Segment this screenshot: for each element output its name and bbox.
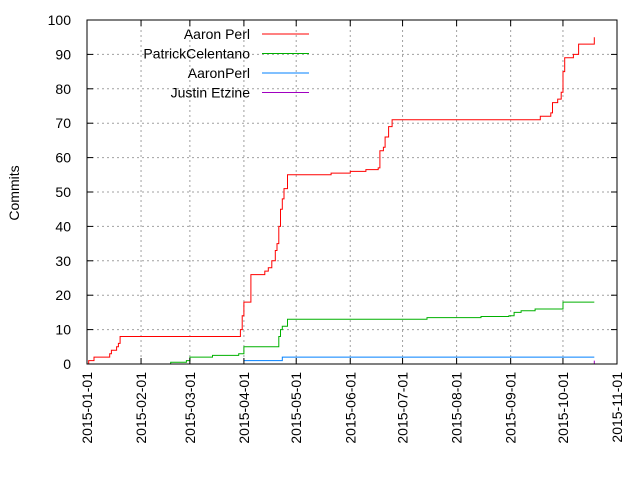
axis-layer — [86, 19, 618, 365]
y-tick-label: 30 — [55, 253, 71, 269]
grid-layer — [87, 20, 617, 364]
series-layer — [87, 37, 595, 365]
x-tick-label: 2015-05-01 — [288, 372, 304, 444]
legend-label: Aaron Perl — [184, 26, 250, 42]
x-tick-label: 2015-06-01 — [342, 372, 358, 444]
x-tick-label: 2015-11-01 — [609, 372, 625, 443]
y-tick-label: 10 — [55, 322, 71, 338]
x-tick-label: 2015-10-01 — [555, 372, 571, 444]
y-tick-label: 60 — [55, 150, 71, 166]
x-tick-label: 2015-07-01 — [395, 372, 411, 444]
y-tick-label: 80 — [55, 81, 71, 97]
x-tick-label: 2015-03-01 — [182, 372, 198, 444]
y-tick-label: 20 — [55, 287, 71, 303]
x-tick-label: 2015-09-01 — [503, 372, 519, 444]
plot-frame — [86, 19, 618, 365]
tick-label-layer: 0 10 20 30 40 50 60 70 80 90 100 2015-01-01 2015-02-… — [48, 12, 625, 444]
y-tick-label: 0 — [63, 356, 71, 372]
x-tick-label: 2015-08-01 — [449, 372, 465, 444]
y-tick-label: 40 — [55, 218, 71, 234]
x-tick-label: 2015-04-01 — [236, 372, 252, 444]
series-line-justin-etzine — [587, 360, 595, 365]
legend: Aaron Perl PatrickCelentano AaronPerl Justi… — [143, 26, 309, 101]
y-axis-title: Commits — [6, 165, 22, 220]
legend-label: Justin Etzine — [171, 85, 251, 101]
x-tick-label: 2015-02-01 — [133, 372, 149, 444]
y-tick-label: 50 — [55, 184, 71, 200]
series-line-patrickcelentano — [132, 301, 595, 365]
series-line-aaronperl — [243, 356, 595, 362]
legend-label: AaronPerl — [188, 65, 250, 81]
series-line-aaron-perl — [87, 37, 595, 365]
y-tick-label: 90 — [55, 46, 71, 62]
legend-label: PatrickCelentano — [143, 46, 250, 62]
y-tick-label: 100 — [48, 12, 72, 28]
y-tick-label: 70 — [55, 115, 71, 131]
x-tick-label: 2015-01-01 — [79, 372, 95, 444]
